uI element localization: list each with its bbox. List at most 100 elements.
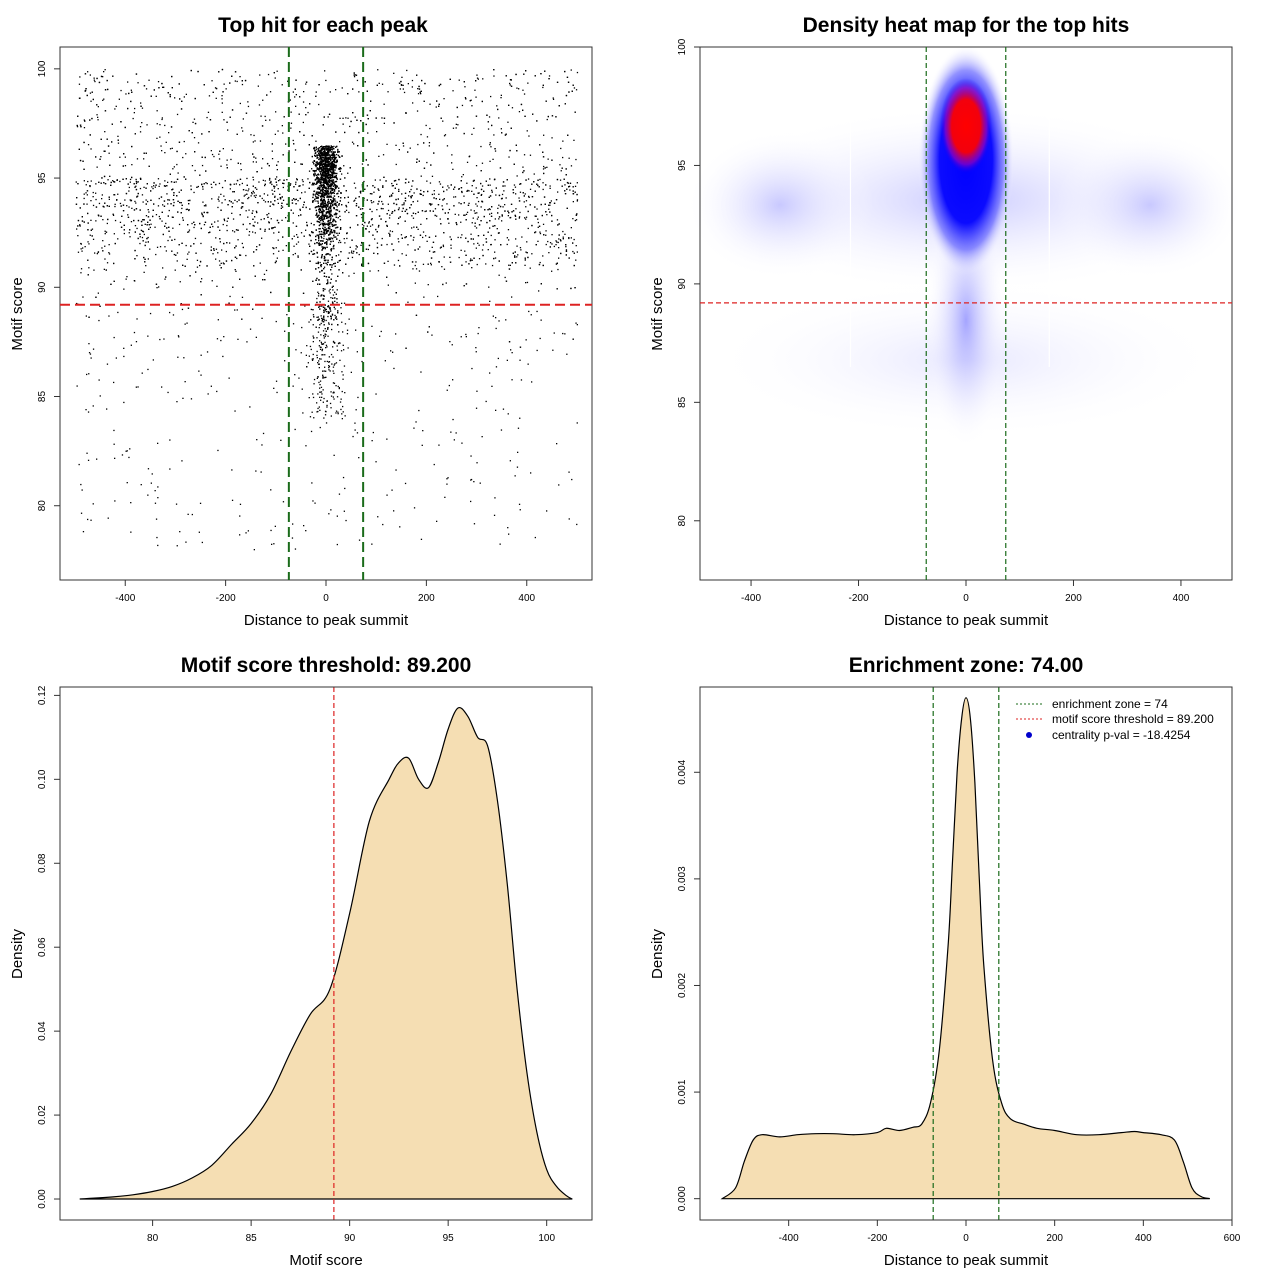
scatter-point xyxy=(338,254,340,256)
scatter-point xyxy=(213,155,215,158)
scatter-point xyxy=(553,245,555,248)
scatter-point xyxy=(271,183,273,186)
scatter-point xyxy=(293,198,295,200)
scatter-point xyxy=(372,234,374,236)
scatter-point xyxy=(391,185,393,187)
scatter-point xyxy=(259,140,262,142)
scatter-point xyxy=(494,497,496,499)
scatter-point xyxy=(154,502,157,504)
scatter-point xyxy=(201,213,203,216)
scatter-point xyxy=(534,215,536,217)
scatter-point xyxy=(247,216,249,218)
scatter-point xyxy=(150,199,152,201)
scatter-point xyxy=(196,259,199,261)
scatter-point xyxy=(547,240,549,243)
scatter-point xyxy=(253,195,255,197)
scatter-point xyxy=(523,170,525,172)
scatter-point xyxy=(205,205,207,207)
scatter-point xyxy=(295,243,298,245)
scatter-point xyxy=(378,215,381,217)
scatter-point xyxy=(457,124,459,126)
scatter-point xyxy=(431,246,433,248)
scatter-point xyxy=(355,215,358,217)
scatter-point xyxy=(171,87,173,89)
scatter-point xyxy=(193,118,196,120)
scatter-point xyxy=(469,100,471,102)
scatter-point xyxy=(495,327,497,330)
scatter-point xyxy=(511,296,513,298)
scatter-point xyxy=(412,239,414,241)
scatter-point xyxy=(375,393,377,395)
scatter-point xyxy=(276,164,278,166)
scatter-point xyxy=(513,184,516,186)
scatter-point xyxy=(358,206,360,208)
scatter-point xyxy=(157,442,159,444)
scatter-point xyxy=(461,176,463,178)
scatter-point xyxy=(427,263,429,265)
scatter-point xyxy=(328,151,330,153)
scatter-point xyxy=(481,436,483,438)
scatter-point xyxy=(164,180,166,182)
scatter-point xyxy=(369,225,372,227)
scatter-point xyxy=(558,247,560,249)
scatter-point xyxy=(240,163,242,165)
scatter-point xyxy=(314,502,316,504)
scatter-point xyxy=(516,466,519,468)
scatter-point xyxy=(177,200,179,202)
scatter-point xyxy=(294,96,296,98)
scatter-point xyxy=(525,206,527,208)
scatter-point xyxy=(114,205,116,208)
scatter-point xyxy=(340,241,342,244)
scatter-point xyxy=(200,354,202,356)
scatter-point xyxy=(365,159,367,161)
scatter-point xyxy=(174,97,176,99)
scatter-point xyxy=(82,160,84,162)
scatter-point xyxy=(189,199,191,202)
scatter-point xyxy=(549,211,551,213)
scatter-point xyxy=(162,86,165,88)
scatter-point xyxy=(83,168,85,170)
scatter-point xyxy=(123,229,125,231)
scatter-point xyxy=(353,182,356,184)
scatter-point xyxy=(77,115,79,117)
scatter-point xyxy=(337,148,339,151)
scatter-point xyxy=(134,133,136,135)
scatter-point xyxy=(393,180,396,182)
scatter-point xyxy=(184,265,186,267)
scatter-point xyxy=(83,119,85,121)
scatter-point xyxy=(96,253,98,255)
scatter-point xyxy=(87,411,90,413)
scatter-point xyxy=(524,264,526,266)
scatter-point xyxy=(517,254,519,256)
scatter-point xyxy=(172,314,175,316)
scatter-point xyxy=(219,150,221,152)
scatter-point xyxy=(516,245,518,247)
scatter-point xyxy=(416,161,418,163)
scatter-point xyxy=(469,260,472,262)
scatter-point xyxy=(576,193,578,196)
scatter-point xyxy=(268,221,270,223)
scatter-point xyxy=(510,79,512,81)
scatter-point xyxy=(181,308,184,311)
scatter-point xyxy=(127,214,129,216)
scatter-point xyxy=(191,513,193,516)
scatter-point xyxy=(244,194,246,196)
scatter-point xyxy=(240,169,242,171)
scatter-point xyxy=(489,195,492,197)
scatter-point xyxy=(465,219,467,221)
scatter-point xyxy=(573,238,575,241)
scatter-point xyxy=(123,153,125,155)
scatter-point xyxy=(576,213,578,215)
scatter-point xyxy=(218,158,221,160)
scatter-point xyxy=(375,228,377,231)
scatter-point xyxy=(509,82,511,85)
scatter-point xyxy=(390,194,393,196)
scatter-point xyxy=(176,260,178,262)
scatter-point xyxy=(538,225,541,227)
scatter-point xyxy=(361,360,363,363)
scatter-point xyxy=(225,250,227,253)
scatter-point xyxy=(309,245,311,247)
scatter-point xyxy=(572,250,574,253)
scatter-point xyxy=(305,206,307,209)
scatter-point xyxy=(430,257,433,259)
